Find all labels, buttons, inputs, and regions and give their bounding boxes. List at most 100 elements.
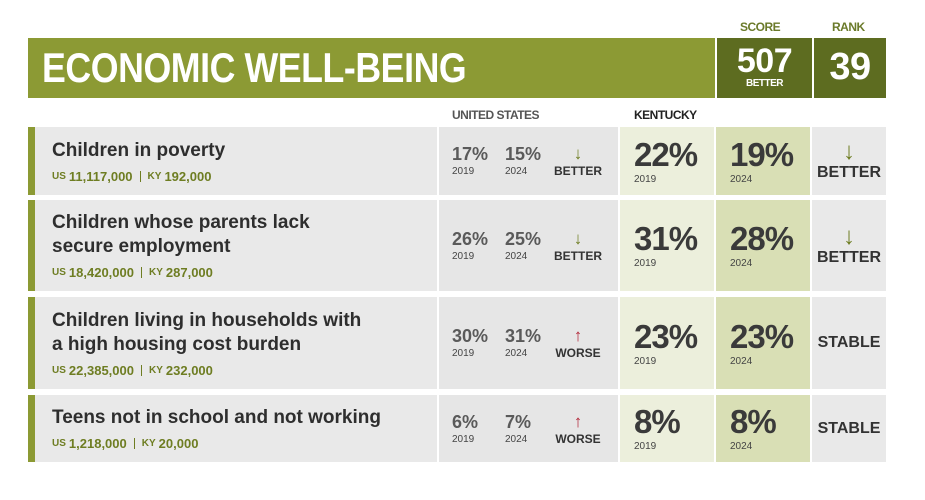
ky-2024: 19% 2024 <box>730 127 794 195</box>
ky-2024-value: 8% <box>730 403 777 440</box>
us-2024: 25% 2024 <box>505 200 541 291</box>
ky-trend-text: BETTER <box>817 248 881 266</box>
us-trend-text: WORSE <box>555 431 601 446</box>
year: 2024 <box>730 355 753 367</box>
year: 2019 <box>452 348 475 359</box>
ky-trend-text: STABLE <box>817 334 881 351</box>
us-trend: ↑ WORSE <box>550 395 606 462</box>
cell-bg <box>620 127 714 195</box>
cell-bg <box>716 395 810 462</box>
year: 2024 <box>505 348 528 359</box>
cell-bg <box>439 395 618 462</box>
rank: 39 <box>829 46 871 88</box>
ky-trend-text: BETTER <box>817 164 881 181</box>
row-label: Children in poverty US 11,117,000 KY 192,000 <box>52 127 432 195</box>
ky-trend: STABLE <box>812 395 886 462</box>
score-trend: BETTER <box>746 78 784 89</box>
counts: US 11,117,000 KY 192,000 <box>52 169 432 184</box>
ky-arrow: ↓ <box>843 138 855 165</box>
row-label: Children whose parents lack secure employ… <box>52 200 432 291</box>
year: 2019 <box>452 433 475 445</box>
cell-bg <box>716 297 810 389</box>
us-2024-value: 25% <box>505 228 542 249</box>
ky-trend-text: STABLE <box>817 419 881 437</box>
year: 2024 <box>730 258 753 269</box>
us-2019: 26% 2019 <box>452 200 488 291</box>
ky-count: 287,000 <box>165 265 213 280</box>
cell-bg <box>812 297 886 389</box>
ky-2024-value: 19% <box>730 135 794 173</box>
cell-bg <box>812 127 886 195</box>
label-line: a high housing cost burden <box>52 333 302 355</box>
us-2024: 31% 2024 <box>505 297 541 389</box>
label-line: Children whose parents lack <box>52 212 310 233</box>
ky-2024-value: 23% <box>730 317 794 355</box>
us-trend: ↑ WORSE <box>550 297 606 389</box>
us-2024: 15% 2024 <box>505 127 541 195</box>
ky-2019-value: 8% <box>634 403 681 440</box>
us-2019-value: 6% <box>452 411 479 432</box>
cell-bg <box>716 200 810 291</box>
ky-2019-value: 22% <box>634 135 698 173</box>
us-prefix: US <box>52 364 66 376</box>
us-trend: ↓ BETTER <box>550 200 606 291</box>
us-count: 18,420,000 <box>69 266 142 279</box>
cell-bg <box>620 200 714 291</box>
us-count: 1,218,000 <box>69 437 135 450</box>
counts: US 1,218,000 KY 20,000 <box>52 436 432 451</box>
ky-arrow: ↓ <box>843 222 855 250</box>
year: 2019 <box>452 250 475 262</box>
us-trend-text: BETTER <box>554 164 602 178</box>
us-header: UNITED STATES <box>452 108 540 122</box>
ky-2019: 23% 2019 <box>634 297 698 389</box>
cell-bg <box>812 395 886 462</box>
us-prefix: US <box>52 438 66 449</box>
us-arrow: ↑ <box>573 411 583 431</box>
us-2019: 17% 2019 <box>452 127 488 195</box>
row-label: Children living in households with a high… <box>52 297 432 389</box>
us-trend-text: BETTER <box>554 248 602 263</box>
ky-count: 232,000 <box>165 362 213 378</box>
ky-prefix: KY <box>141 438 156 449</box>
us-prefix: US <box>52 170 66 182</box>
us-2019-value: 17% <box>452 144 489 164</box>
cell-bg <box>620 297 714 389</box>
counts: US 22,385,000 KY 232,000 <box>52 363 432 378</box>
us-2024: 7% 2024 <box>505 395 531 462</box>
year: 2019 <box>634 258 657 269</box>
cell-bg <box>28 200 35 291</box>
cell-bg <box>28 127 437 195</box>
cell-bg <box>812 200 886 291</box>
cell-bg <box>28 297 437 389</box>
year: 2019 <box>634 441 657 452</box>
ky-prefix: KY <box>148 364 163 376</box>
year: 2024 <box>730 441 753 452</box>
cell-bg <box>28 127 35 195</box>
ky-trend: ↓ BETTER <box>812 200 886 291</box>
us-2024-value: 31% <box>505 326 542 346</box>
rank-label: RANK <box>832 20 865 34</box>
year: 2024 <box>730 173 753 185</box>
us-count: 22,385,000 <box>69 364 142 377</box>
us-trend-text: WORSE <box>555 346 601 360</box>
score-box: 507 BETTER <box>717 38 812 98</box>
ky-count: 192,000 <box>164 168 212 184</box>
us-prefix: US <box>52 267 66 278</box>
year: 2024 <box>505 166 528 177</box>
us-arrow: ↓ <box>573 144 583 163</box>
us-2024-value: 7% <box>505 411 532 432</box>
ky-2024: 23% 2024 <box>730 297 794 389</box>
year: 2024 <box>505 433 528 445</box>
ky-2019: 31% 2019 <box>634 200 698 291</box>
ky-2024: 28% 2024 <box>730 200 794 291</box>
cell-bg <box>620 395 714 462</box>
rank-box: 39 <box>814 38 886 98</box>
cell-bg <box>439 127 618 195</box>
year: 2024 <box>505 250 528 262</box>
cell-bg <box>439 200 618 291</box>
score-label: SCORE <box>740 20 781 34</box>
ky-2019-value: 23% <box>634 317 698 355</box>
cell-bg <box>439 297 618 389</box>
ky-trend: STABLE <box>812 297 886 389</box>
